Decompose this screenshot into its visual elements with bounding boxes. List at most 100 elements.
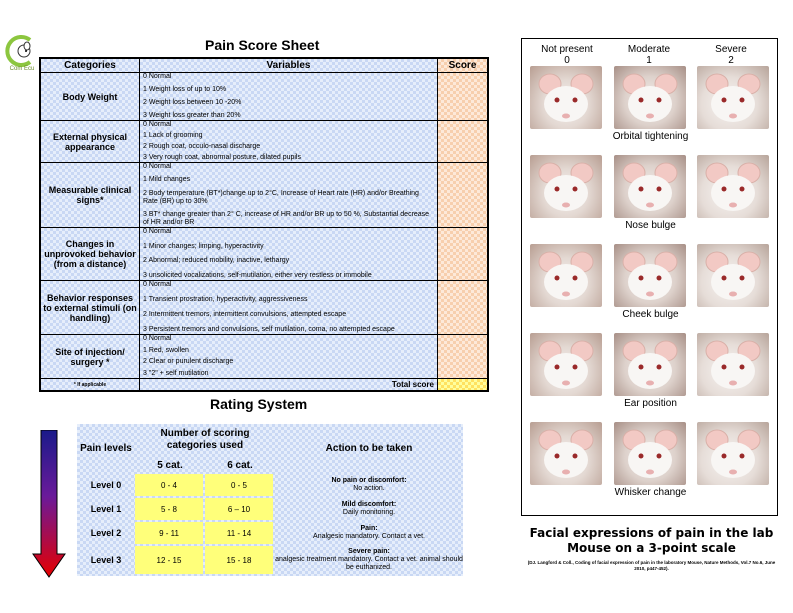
feature-label: Whisker change — [614, 487, 687, 498]
variable-line: 1 Lack of grooming — [143, 132, 203, 139]
variable-line: 2 Body temperature (BT*)change up to 2°C… — [143, 189, 419, 205]
variable-line: 3 Persistent tremors and convulsions, se… — [143, 326, 395, 333]
range-5-cat: 0 - 4 — [135, 474, 203, 496]
feature-label: Cheek bulge — [622, 309, 679, 320]
pain-row-body-weight: Body Weight 0 Normal 1 Weight loss of up… — [41, 73, 487, 121]
score-input-cell[interactable] — [438, 228, 487, 280]
pain-row-external-stimuli: Behavior responses to external stimuli (… — [41, 281, 487, 335]
logo-text: Com Ecu — [9, 66, 35, 72]
range-5-cat: 5 - 8 — [135, 498, 203, 520]
variables-cell: 0 Normal 1 Weight loss of up to 10% 2 We… — [140, 73, 438, 120]
column-score: 1 — [646, 55, 652, 66]
action-title: No pain or discomfort: — [331, 477, 407, 484]
mouse-face-photo — [614, 155, 686, 218]
score-input-cell[interactable] — [438, 335, 487, 378]
score-input-cell[interactable] — [438, 281, 487, 334]
feature-label: Ear position — [624, 398, 677, 409]
pain-row-unprovoked-behavior: Changes in unprovoked behavior (from a d… — [41, 228, 487, 281]
mouse-caption: Facial expressions of pain in the lab Mo… — [529, 526, 774, 555]
range-5-cat: 12 - 15 — [135, 546, 203, 574]
variable-line: 2 Abnormal; reduced mobility, inactive, … — [143, 257, 290, 265]
mouse-face-photo — [530, 422, 602, 485]
variable-line: 2 Clear or purulent discharge — [143, 358, 234, 366]
mouse-face-photo — [614, 422, 686, 485]
header-pain-levels: Pain levels — [80, 442, 132, 454]
action-cell: No pain or discomfort: No action. — [275, 474, 463, 496]
variables-cell: 0 Normal 1 Mild changes 2 Body temperatu… — [140, 163, 438, 227]
column-label: Moderate — [627, 44, 671, 55]
score-input-cell[interactable] — [438, 121, 487, 162]
mouse-face-photo — [530, 333, 602, 396]
variable-line: 0 Normal — [143, 228, 172, 235]
category-label: Body Weight — [41, 73, 140, 120]
level-label: Level 0 — [90, 480, 122, 490]
mouse-face-photo — [614, 66, 686, 129]
range-6-cat: 11 - 14 — [205, 522, 273, 544]
action-text: Daily monitoring. — [342, 509, 396, 516]
variable-line: 3 Very rough coat, abnormal posture, dil… — [143, 154, 301, 161]
level-label: Level 1 — [90, 504, 122, 514]
header-5-cat: 5 cat. — [157, 460, 183, 471]
variable-line: 2 Weight loss between 10 -20% — [143, 99, 242, 106]
variables-cell: 0 Normal 1 Lack of grooming 2 Rough coat… — [140, 121, 438, 162]
header-number-categories: Number of scoring categories used — [160, 428, 250, 451]
pain-table-footer: * If applicable Total score — [41, 379, 487, 390]
mouse-face-photo — [530, 66, 602, 129]
mouse-face-photo — [697, 333, 769, 396]
variable-line: 3 BT* change greater than 2° C, increase… — [143, 210, 430, 226]
score-input-cell[interactable] — [438, 163, 487, 227]
mouse-face-photo — [614, 244, 686, 307]
pain-sheet-title: Pain Score Sheet — [205, 37, 320, 53]
action-title: Pain: — [360, 525, 378, 532]
variables-cell: 0 Normal 1 Transient prostration, hypera… — [140, 281, 438, 334]
mouse-face-photo — [614, 333, 686, 396]
score-input-cell[interactable] — [438, 73, 487, 120]
column-header-severe: Severe 2 — [696, 44, 766, 66]
header-categories: Categories — [41, 59, 140, 72]
range-5-cat: 9 - 11 — [135, 522, 203, 544]
action-cell: Mild discomfort: Daily monitoring. — [275, 498, 463, 520]
category-label: Changes in unprovoked behavior (from a d… — [41, 228, 140, 280]
mouse-grimace-panel: Not present 0 Moderate 1 Severe 2 Orbita… — [521, 38, 778, 516]
variable-line: 3 Weight loss greater than 20% — [143, 112, 241, 119]
variable-line: 1 Transient prostration, hyperactivity, … — [143, 296, 308, 303]
mouse-face-photo — [530, 244, 602, 307]
rating-row-level-3: Level 3 12 - 15 15 - 18 Severe pain: ana… — [77, 546, 463, 574]
variable-line: 2 Intermittent tremors, intermittent con… — [143, 311, 347, 318]
mouse-face-photo — [530, 155, 602, 218]
comecu-logo-icon — [5, 35, 32, 67]
mouse-face-photo — [697, 422, 769, 485]
range-6-cat: 6 – 10 — [205, 498, 273, 520]
category-label: Behavior responses to external stimuli (… — [41, 281, 140, 334]
action-text: No action. — [353, 485, 385, 492]
variable-line: 0 Normal — [143, 73, 172, 80]
pain-row-injection-site: Site of injection/ surgery * 0 Normal 1 … — [41, 335, 487, 379]
variables-cell: 0 Normal 1 Red, swollen 2 Clear or purul… — [140, 335, 438, 378]
category-label: Measurable clinical signs* — [41, 163, 140, 227]
total-score-label: Total score — [140, 379, 438, 390]
header-variables: Variables — [140, 59, 438, 72]
action-cell: Severe pain: analgesic treatment mandato… — [275, 546, 463, 574]
variables-cell: 0 Normal 1 Minor changes; limping, hyper… — [140, 228, 438, 280]
action-text: Analgesic mandatory. Contact a vet. — [313, 533, 425, 540]
mouse-face-photo — [697, 244, 769, 307]
citation: (DJ. Langford & Coll., Coding of facial … — [527, 560, 776, 571]
variable-line: 0 Normal — [143, 281, 172, 288]
range-6-cat: 15 - 18 — [205, 546, 273, 574]
variable-line: 0 Normal — [143, 121, 172, 128]
action-text: analgesic treatment mandatory. Contact a… — [275, 556, 463, 571]
pain-row-appearance: External physical appearance 0 Normal 1 … — [41, 121, 487, 163]
mouse-face-photo — [697, 66, 769, 129]
total-score-cell[interactable] — [438, 379, 487, 390]
header-score: Score — [438, 59, 487, 72]
column-header-not-present: Not present 0 — [532, 44, 602, 66]
header-6-cat: 6 cat. — [227, 460, 253, 471]
pain-gradient-arrow-icon — [32, 430, 66, 578]
mouse-face-photo — [697, 155, 769, 218]
variable-line: 2 Rough coat, occulo-nasal discharge — [143, 143, 261, 150]
level-label: Level 2 — [90, 528, 122, 538]
variable-line: 1 Minor changes; limping, hyperactivity — [143, 242, 264, 250]
variable-line: 1 Red, swollen — [143, 346, 189, 354]
pain-row-clinical-signs: Measurable clinical signs* 0 Normal 1 Mi… — [41, 163, 487, 228]
category-label: Site of injection/ surgery * — [41, 335, 140, 378]
